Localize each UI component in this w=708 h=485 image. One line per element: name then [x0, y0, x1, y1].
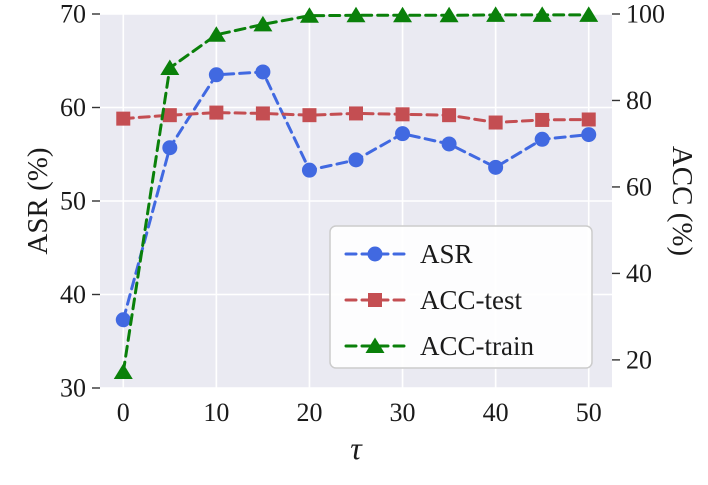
series-ACC-test-point-0 — [116, 111, 131, 126]
left-tick-label: 70 — [60, 0, 86, 29]
series-ACC-test-point-8 — [488, 115, 503, 130]
legend-marker-ACC-train — [365, 337, 385, 353]
left-axis-title: ASR (%) — [22, 147, 54, 255]
series-ACC-train-point-8 — [486, 6, 506, 22]
series-ASR-point-0 — [115, 312, 131, 328]
series-ASR-point-10 — [581, 127, 597, 143]
series-ASR-point-4 — [301, 162, 317, 178]
series-ACC-test-point-10 — [581, 112, 596, 127]
legend-label-ACC-train: ACC-train — [420, 331, 534, 361]
series-ACC-train-point-4 — [299, 7, 319, 23]
x-tick-label: 30 — [390, 398, 416, 427]
right-tick-label: 60 — [626, 172, 652, 201]
series-ACC-train-point-2 — [206, 26, 226, 42]
series-ASR-point-9 — [534, 131, 550, 147]
series-ASR-point-6 — [395, 126, 411, 142]
series-ASR-point-8 — [488, 159, 504, 175]
right-tick-label: 100 — [626, 0, 665, 29]
right-axis-title: ACC (%) — [666, 145, 698, 257]
series-ASR-point-5 — [348, 152, 364, 168]
series-ASR-point-3 — [255, 64, 271, 80]
legend-box — [329, 225, 593, 369]
series-ACC-train-point-9 — [532, 6, 552, 22]
series-ASR-point-1 — [162, 140, 178, 156]
x-tick-label: 10 — [203, 398, 229, 427]
legend-marker-ACC-test — [368, 293, 382, 307]
left-tick-label: 60 — [60, 93, 86, 122]
series-ACC-test-point-4 — [302, 108, 317, 123]
right-tick-label: 40 — [626, 259, 652, 288]
series-ACC-test-point-2 — [209, 105, 224, 120]
legend-marker-ASR — [367, 246, 383, 262]
series-ACC-train-point-5 — [346, 6, 366, 23]
series-ACC-train-point-6 — [393, 6, 413, 23]
series-ACC-train-point-0 — [113, 363, 133, 380]
series-ASR-point-2 — [208, 67, 224, 83]
series-ACC-test-point-9 — [535, 112, 550, 127]
legend-label-ACC-test: ACC-test — [420, 285, 523, 315]
x-tick-label: 40 — [483, 398, 509, 427]
series-ACC-train-point-7 — [439, 6, 459, 23]
series-ACC-train-point-1 — [160, 59, 180, 76]
series-ACC-test-point-5 — [349, 106, 363, 121]
x-tick-label: 50 — [576, 398, 602, 427]
left-tick-label: 50 — [60, 187, 86, 216]
series-ACC-train-point-10 — [579, 6, 599, 22]
right-tick-label: 80 — [626, 86, 652, 115]
legend-label-ASR: ASR — [420, 239, 473, 269]
x-axis-title: τ — [350, 430, 362, 466]
right-tick-label: 20 — [626, 345, 652, 374]
series-ACC-test-point-1 — [162, 108, 177, 123]
series-ACC-test-point-3 — [255, 106, 270, 121]
series-ACC-train-point-3 — [253, 15, 273, 32]
left-tick-label: 30 — [60, 374, 86, 403]
series-ACC-test-point-7 — [442, 108, 457, 123]
series-ACC-test-point-6 — [395, 107, 410, 122]
series-ASR-point-7 — [441, 136, 457, 152]
left-tick-label: 40 — [60, 280, 86, 309]
x-tick-label: 20 — [296, 398, 322, 427]
x-tick-label: 0 — [117, 398, 130, 427]
